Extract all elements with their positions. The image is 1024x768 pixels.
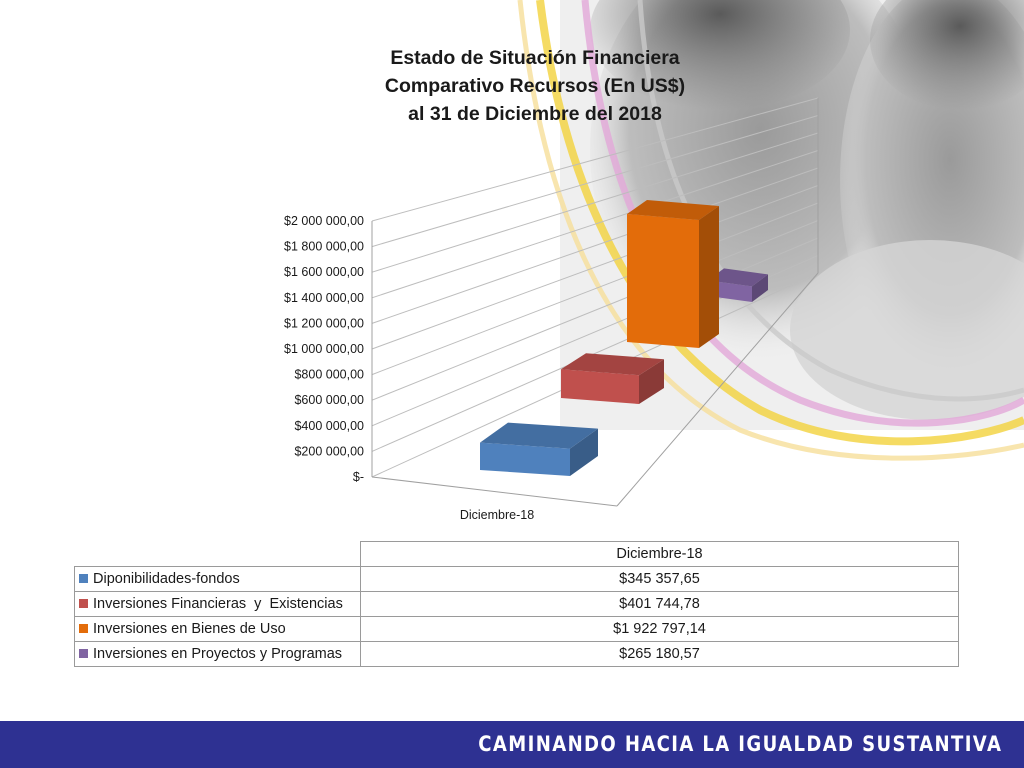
- gridline: [371, 97, 819, 222]
- series-value: $401 744,78: [360, 591, 959, 617]
- bar-side-face: [639, 359, 664, 404]
- bar-top-face: [480, 422, 598, 449]
- series-name: Diponibilidades-fondos: [93, 571, 240, 587]
- series-name: Inversiones en Proyectos y Programas: [93, 646, 343, 662]
- series-value: $345 357,65: [360, 566, 959, 592]
- gridline-helper: [372, 174, 470, 297]
- chart-title-line-2: Comparativo Recursos (En US$): [384, 75, 686, 97]
- y-axis-tick-labels: $- $200 000,00 $400 000,00 $600 000,00 $800 …: [284, 214, 364, 484]
- chart-title: Estado de Situación Financiera Comparati…: [300, 44, 770, 128]
- y-tick-label: $800 000,00: [294, 368, 364, 382]
- bar-side-face: [570, 428, 598, 476]
- gridline-helper: [372, 149, 470, 272]
- chart-title-line-3: al 31 de Diciembre del 2018: [408, 103, 662, 125]
- gridline-helper: [372, 224, 470, 349]
- gridline-helper: [372, 100, 470, 222]
- y-tick-label: $200 000,00: [294, 444, 364, 458]
- bar-top-face: [561, 353, 664, 376]
- axis-line: [616, 272, 819, 507]
- gridline-helper: [372, 349, 470, 477]
- y-tick-label: $1 400 000,00: [284, 291, 364, 305]
- footer-bar: CAMINANDO HACIA LA IGUALDAD SUSTANTIVA: [0, 721, 1024, 768]
- bar-top-face: [708, 268, 768, 287]
- y-tick-label: $600 000,00: [294, 393, 364, 407]
- legend-swatch-orange: [79, 624, 88, 633]
- bar-3: [627, 200, 719, 348]
- gridline: [371, 202, 819, 376]
- legend-swatch-red: [79, 599, 88, 608]
- gridline: [371, 167, 819, 324]
- bar-top-face: [627, 200, 719, 221]
- series-name: Inversiones en Bienes de Uso: [93, 621, 286, 637]
- y-tick-label: $2 000 000,00: [284, 214, 364, 228]
- gridline: [371, 132, 819, 273]
- gridline: [371, 185, 819, 350]
- bar-side-face: [699, 206, 719, 348]
- bar-side-face: [752, 274, 768, 302]
- bars: [480, 200, 768, 476]
- bar-front-face: [480, 442, 570, 476]
- bar-front-face: [627, 214, 699, 348]
- y-tick-label: $1 800 000,00: [284, 240, 364, 254]
- bar-2: [561, 353, 664, 404]
- gridline: [371, 150, 819, 299]
- y-tick-label: $1 000 000,00: [284, 342, 364, 356]
- table-row: Inversiones en Proyectos y Programas $26…: [74, 641, 959, 667]
- table-header-row: Diciembre-18: [75, 541, 959, 567]
- data-table: Diciembre-18 Diponibilidades-fondos $345…: [74, 541, 959, 667]
- y-tick-label: $1 600 000,00: [284, 265, 364, 279]
- gridline: [371, 115, 819, 248]
- x-axis-category-label: Diciembre-18: [460, 508, 534, 522]
- gridline: [371, 237, 819, 427]
- y-tick-label: $400 000,00: [294, 419, 364, 433]
- footer-slogan: CAMINANDO HACIA LA IGUALDAD SUSTANTIVA: [478, 732, 1002, 756]
- table-row: Diponibilidades-fondos $345 357,65: [74, 566, 959, 592]
- series-name: Inversiones Financieras y Existencias: [93, 596, 343, 612]
- axes: [371, 98, 819, 507]
- gridlines: [371, 97, 819, 478]
- axis-line: [371, 476, 618, 507]
- gridline-helper: [372, 124, 470, 246]
- bar-front-face: [561, 369, 639, 404]
- series-value: $1 922 797,14: [360, 616, 959, 642]
- table-row: Inversiones en Bienes de Uso $1 922 797,…: [74, 616, 959, 642]
- table-column-header: Diciembre-18: [360, 541, 959, 567]
- legend-swatch-blue: [79, 574, 88, 583]
- gridline: [371, 220, 819, 401]
- gridline-helper: [372, 199, 470, 323]
- y-tick-label: $-: [353, 470, 364, 484]
- y-tick-label: $1 200 000,00: [284, 316, 364, 330]
- series-value: $265 180,57: [360, 641, 959, 667]
- legend-swatch-purple: [79, 649, 88, 658]
- bar-1: [480, 422, 598, 476]
- chart-title-line-1: Estado de Situación Financiera: [390, 47, 680, 69]
- table-row: Inversiones Financieras y Existencias $4…: [74, 591, 959, 617]
